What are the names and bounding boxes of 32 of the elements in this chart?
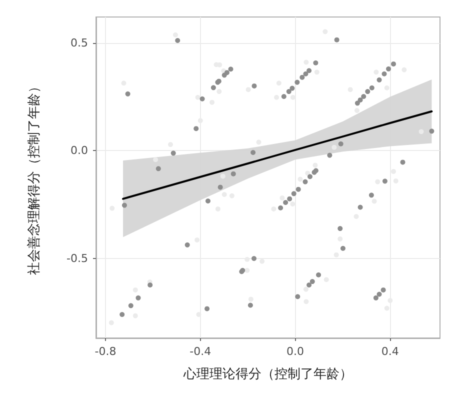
x-tick-label: 0.4 <box>381 345 399 358</box>
y-tick-label: -0.5 <box>66 252 88 265</box>
x-tick-label: -0.8 <box>94 345 116 358</box>
point <box>153 157 158 162</box>
y-tick-label: 0.0 <box>70 144 88 158</box>
point <box>246 87 251 92</box>
point <box>290 202 296 206</box>
point <box>280 195 285 200</box>
point <box>256 140 262 145</box>
point <box>312 162 318 168</box>
x-tick-label: -0.4 <box>190 345 212 358</box>
point <box>216 89 222 94</box>
point <box>303 286 308 292</box>
point <box>244 268 250 273</box>
point <box>222 192 227 198</box>
point <box>271 206 276 212</box>
point <box>305 170 310 176</box>
x-tick-label: 0.0 <box>286 345 304 358</box>
y-tick-label: 0.5 <box>70 36 88 50</box>
point <box>244 256 250 262</box>
x-axis-title: 心理理论得分（控制了年龄） <box>182 366 352 382</box>
line-series <box>122 110 433 200</box>
point <box>195 94 200 100</box>
point <box>298 176 303 182</box>
point <box>220 174 226 179</box>
y-axis-title: 社会善念理解得分（控制了年龄） <box>26 80 42 275</box>
point <box>372 198 377 204</box>
point <box>332 144 337 150</box>
point <box>290 94 296 100</box>
point <box>172 32 178 38</box>
point <box>248 296 254 302</box>
point <box>354 108 360 113</box>
